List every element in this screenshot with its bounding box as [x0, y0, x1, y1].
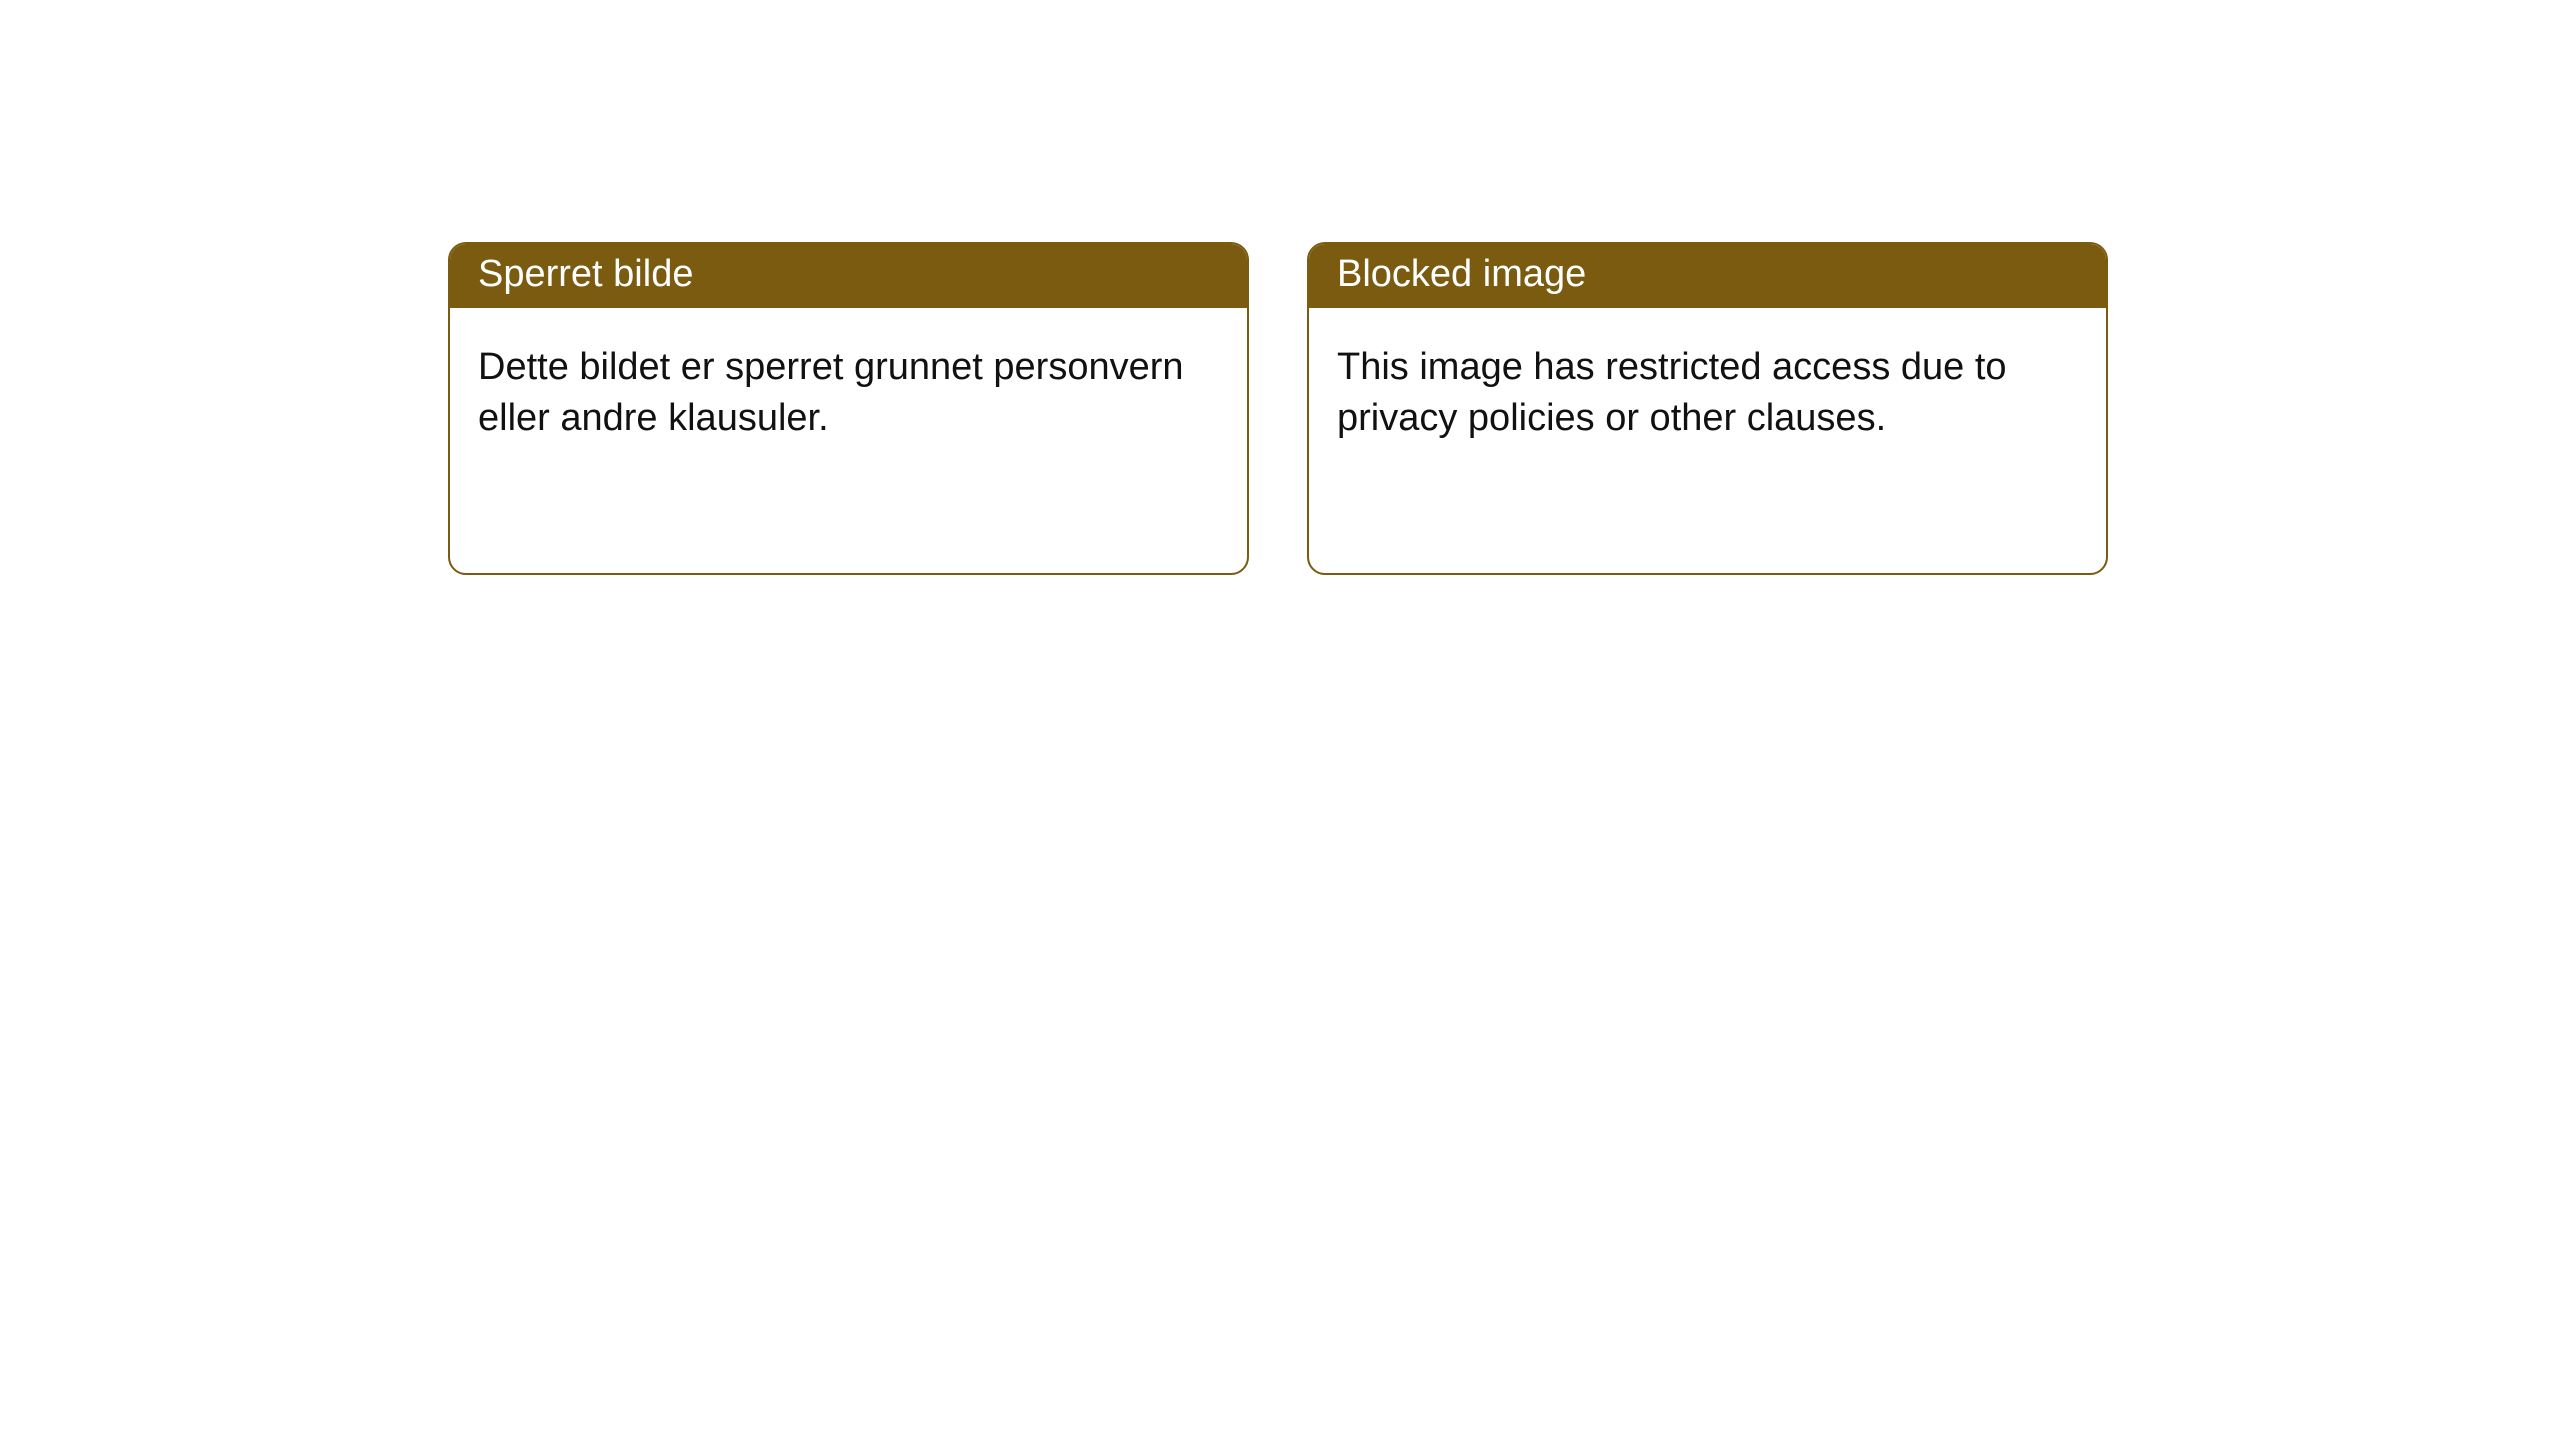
notice-card-body: This image has restricted access due to …	[1309, 308, 2106, 479]
notice-card-title: Sperret bilde	[450, 244, 1247, 308]
notice-card-norwegian: Sperret bilde Dette bildet er sperret gr…	[448, 242, 1249, 575]
notice-card-english: Blocked image This image has restricted …	[1307, 242, 2108, 575]
notice-card-title: Blocked image	[1309, 244, 2106, 308]
notice-cards-container: Sperret bilde Dette bildet er sperret gr…	[448, 242, 2560, 575]
notice-card-body: Dette bildet er sperret grunnet personve…	[450, 308, 1247, 479]
